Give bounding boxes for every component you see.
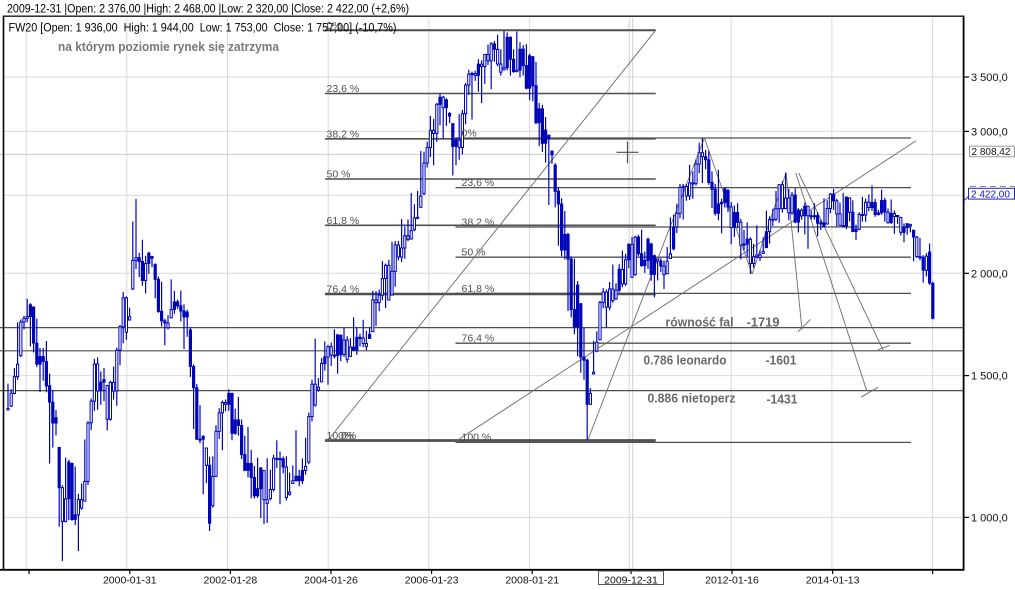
svg-text:38,2 %: 38,2 % [327,128,360,140]
svg-text:0.786 leonardo: 0.786 leonardo [644,353,727,367]
svg-text:50 %: 50 % [327,169,351,181]
svg-text:3 500,0: 3 500,0 [971,72,1008,84]
svg-text:61,8 %: 61,8 % [327,215,360,227]
svg-text:100 %: 100 % [462,432,492,444]
svg-text:3 000,0: 3 000,0 [971,126,1008,138]
svg-text:2006-01-23: 2006-01-23 [405,575,459,587]
svg-text:FW20 [Open: 1 936,00 High: 1: FW20 [Open: 1 936,00 High: 1 944,00 Low:… [9,23,397,35]
svg-text:23,6 %: 23,6 % [462,177,495,189]
svg-text:23,6 %: 23,6 % [327,83,360,95]
svg-text:2012-01-16: 2012-01-16 [705,575,759,587]
svg-text:równość fal: równość fal [666,315,734,329]
svg-text:0%: 0% [341,430,356,442]
svg-text:2009-12-31: 2009-12-31 [604,575,658,587]
svg-text:na którym poziomie rynek się z: na którym poziomie rynek się zatrzyma [58,39,280,54]
svg-text:2008-01-21: 2008-01-21 [505,575,559,587]
svg-text:2 422,00: 2 422,00 [971,189,1010,200]
svg-text:-1719: -1719 [747,315,780,329]
svg-text:61,8 %: 61,8 % [462,283,495,295]
svg-text:1 000,0: 1 000,0 [971,512,1008,524]
svg-text:50 %: 50 % [462,247,486,259]
svg-text:76,4 %: 76,4 % [327,284,360,296]
svg-text:2 808,42: 2 808,42 [972,147,1011,158]
svg-text:1 500,0: 1 500,0 [971,371,1008,383]
svg-text:2002-01-28: 2002-01-28 [204,575,258,587]
svg-text:2000-01-31: 2000-01-31 [103,575,157,587]
svg-text:-1431: -1431 [767,393,798,407]
svg-text:38,2 %: 38,2 % [462,217,495,229]
svg-text:76,4 %: 76,4 % [462,333,495,345]
svg-text:-1601: -1601 [766,353,797,367]
svg-text:100%: 100% [327,430,354,442]
svg-text:2014-01-13: 2014-01-13 [806,575,860,587]
svg-text:2004-01-26: 2004-01-26 [304,575,358,587]
svg-text:0%: 0% [327,20,342,32]
svg-text:0.886 nietoperz: 0.886 nietoperz [648,391,736,405]
svg-text:0%: 0% [462,128,477,140]
svg-text:2 000,0: 2 000,0 [971,268,1008,280]
svg-text:2009-12-31 |Open: 2 376,00 |Hi: 2009-12-31 |Open: 2 376,00 |High: 2 468,… [7,4,409,16]
